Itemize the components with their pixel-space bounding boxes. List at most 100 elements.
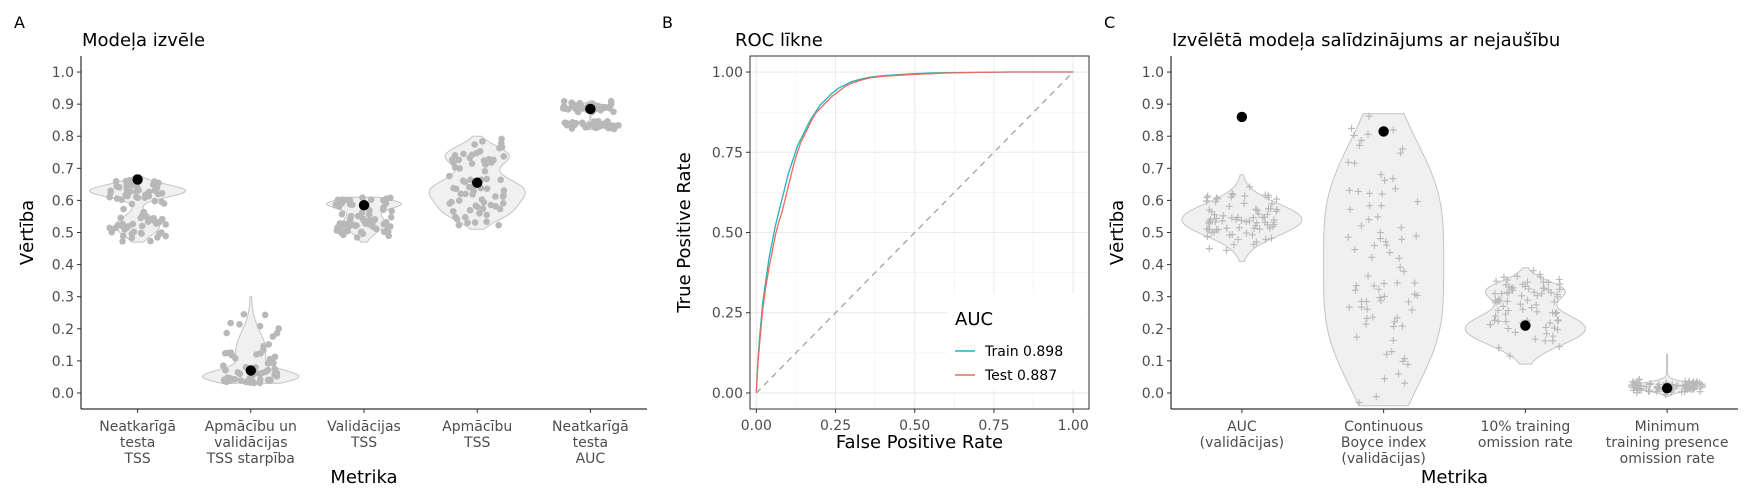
panel-a-jitter-point [369,218,377,226]
panel-c-jitter-point [1395,254,1403,262]
panel-c-jitter-point [1346,206,1354,214]
panel-c-jitter-point [1241,192,1249,200]
panel-a-selected-point [245,365,256,376]
panel-c-y-tick-label: 0.8 [1142,129,1164,145]
panel-a-jitter-point [479,138,486,145]
panel-a-jitter-point [591,124,599,131]
panel-c-selected-point [1661,382,1673,394]
panel-c-jitter-point [1223,224,1231,232]
panel-a-jitter-point [479,205,487,212]
panel-c-jitter-point [1240,199,1248,207]
panel-c-jitter-point [1253,206,1261,214]
panel-a-x-tick-label: Neatkarīgā [99,419,176,435]
panel-a-jitter-point [455,197,463,204]
panel-c-jitter-point [1255,210,1263,218]
panel-c-jitter-point [1642,383,1650,391]
panel-a-y-tick-label: 0.4 [52,258,74,274]
panel-c-jitter-point [1363,314,1371,322]
panel-b-x-tick-label: 0.00 [741,418,772,434]
panel-c-jitter-point [1492,312,1500,320]
panel-a-jitter-point [112,178,120,185]
panel-c-jitter-point [1370,282,1378,290]
panel-c-jitter-point [1504,325,1512,332]
panel-letter-b: B [662,13,673,32]
panel-c-y-tick-label: 0.7 [1142,161,1164,177]
panel-c-jitter-point [1502,318,1510,326]
panel-c-jitter-point [1357,222,1365,230]
panel-a-x-tick-label: TSS [463,435,490,451]
panel-a-selected-point [132,174,143,185]
panel-b-y-axis-title: True Positive Rate [674,152,695,313]
panel-a-x-tick-label: TSS [123,451,150,467]
panel-c-jitter-point [1377,202,1385,210]
panel-c: C0.00.10.20.30.40.50.60.70.80.91.0AUC(va… [1104,13,1738,488]
panel-a-jitter-point [380,204,387,211]
panel-c-x-tick-label: Boyce index [1341,435,1427,451]
panel-a-jitter-point [451,152,459,159]
panel-c-jitter-point [1228,190,1236,198]
panel-c-jitter-point [1539,284,1547,292]
panel-c-jitter-point [1672,382,1680,390]
panel-a-y-tick-label: 0.5 [52,226,74,242]
panel-a-jitter-point [124,192,131,200]
panel-a-jitter-point [358,208,366,216]
panel-c-jitter-point [1552,309,1559,317]
panel-a-jitter-point [481,167,489,175]
panel-a-jitter-point [500,152,508,160]
panel-a-jitter-point [219,362,227,369]
panel-c-jitter-point [1678,388,1686,396]
panel-c-jitter-point [1399,145,1407,153]
panel-c-jitter-point [1553,293,1561,301]
panel-c-x-tick-label: (validācijas) [1200,435,1284,451]
panel-b-title: ROC līkne [735,30,823,51]
panel-c-jitter-point [1376,235,1384,243]
panel-c-jitter-point [1395,370,1403,378]
panel-c-jitter-point [1411,279,1419,287]
panel-c-jitter-point [1405,298,1413,306]
panel-a-jitter-point [462,190,469,198]
panel-a-jitter-point [455,156,463,164]
panel-b-x-tick-label: 0.25 [820,418,851,434]
panel-a-jitter-point [468,160,476,167]
panel-b: B 0.00 0.25 0.50 0.75 1.00 0.00 0.25 0.50 0.75 1.0… [662,13,1090,453]
panel-c-jitter-point [1541,337,1549,345]
panel-a-jitter-point [240,310,248,318]
panel-c-title: Izvēlētā modeļa salīdzinājums ar nejaušī… [1172,30,1560,51]
panel-a-jitter-point [387,213,395,221]
panel-c-jitter-point [1234,235,1242,243]
panel-a-jitter-point [119,220,126,228]
panel-c-x-tick-label: Minimum [1635,419,1700,435]
panel-c-jitter-point [1261,218,1269,226]
panel-a-y-tick-label: 0.3 [52,290,74,306]
panel-c-jitter-point [1364,272,1372,280]
panel-c-jitter-point [1232,216,1240,224]
panel-c-violin [1323,113,1445,407]
panel-c-jitter-point [1391,318,1399,326]
panel-a-jitter-point [346,196,354,204]
panel-c-jitter-point [1345,303,1353,311]
panel-c-jitter-point [1229,191,1237,199]
panel-a-jitter-point [499,199,507,207]
panel-a-jitter-point [162,221,170,228]
panel-c-jitter-point [1357,136,1365,144]
panel-c-jitter-point [1272,207,1280,215]
panel-c-jitter-point [1252,238,1260,246]
panel-c-jitter-point [1351,159,1359,167]
panel-c-jitter-point [1235,224,1243,232]
panel-c-y-tick-label: 0.9 [1142,97,1164,113]
panel-c-jitter-point [1635,375,1643,383]
panel-c-jitter-point [1363,305,1371,313]
panel-a-jitter-point [129,220,137,228]
panel-c-jitter-point [1389,336,1397,344]
panel-c-jitter-point [1249,214,1257,222]
panel-a-jitter-point [483,218,490,226]
panel-c-jitter-point [1398,322,1406,330]
panel-a-jitter-point [133,183,141,190]
panel-a-selected-point [585,103,596,115]
panel-c-jitter-point [1503,297,1511,305]
panel-a-jitter-point [379,196,387,204]
panel-a-jitter-point [459,177,467,185]
panel-a-jitter-point [485,155,493,163]
panel-a-jitter-point [151,197,159,205]
panel-b-series-test-line [755,71,1074,394]
